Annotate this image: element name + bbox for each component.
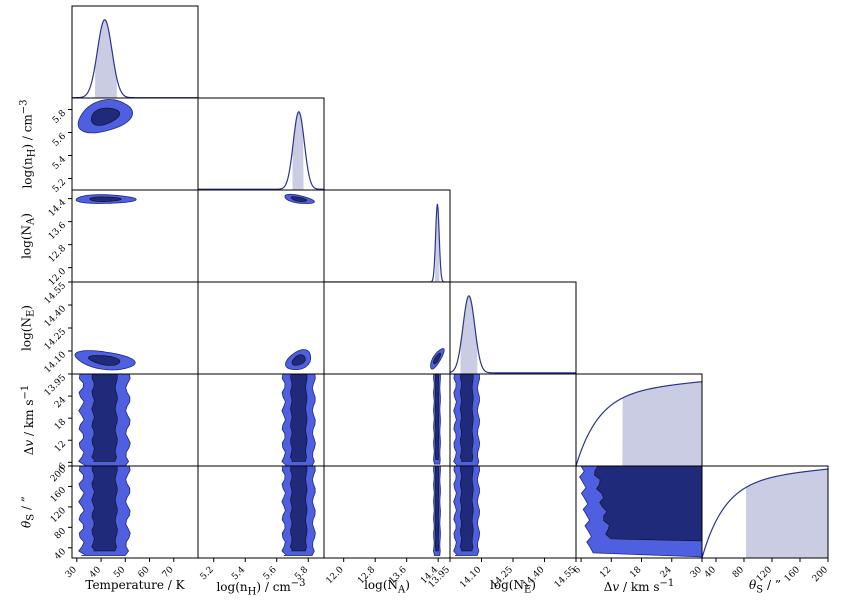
x-tick-label: 5.2 [199,565,216,582]
y-tick-label: 6 [57,461,68,472]
y-axis-label-dv: Δv / km s−1 [20,384,36,456]
joint-T-NA [75,194,137,204]
contour-inner [91,466,118,552]
diag-panel-T [72,19,198,98]
x-tick-label: 200 [811,565,830,584]
credible-interval-nH [292,111,304,190]
joint-NA-thetaS [433,466,441,556]
joint-T-NE [74,350,136,371]
joint-dv-thetaS [579,466,702,558]
joint-nH-NA [284,193,315,204]
x-axis-label-NA: log(NA) [364,578,410,596]
contour-inner [89,196,122,202]
x-tick-label: 40 [703,565,718,580]
y-tick-label: 40 [53,547,68,562]
y-tick-label: 5.2 [51,178,68,195]
x-tick-label: 80 [731,565,746,580]
joint-nH-NE [285,349,312,370]
joint-nH-dv [281,374,316,466]
x-tick-label: 160 [783,565,802,584]
y-axis-label-thetaS: θS / ” [19,496,37,528]
y-tick-label: 80 [53,526,68,541]
y-tick-label: 24 [53,395,68,410]
y-tick-label: 14.25 [43,327,68,352]
x-axis-label-NE: log(NE) [490,578,536,596]
diag-panel-NA [324,203,450,282]
corner-panels: 30 40 50 60 70 5.2 5.4 5.6 5.8 12.0 12.8 13.6 14.413… [43,5,830,590]
contour-inner [433,352,441,365]
x-tick-label: 30 [64,565,79,580]
y-tick-label: 12 [53,439,68,454]
posterior-line-thetaS [702,468,828,558]
posterior-line-NE [450,295,576,374]
x-tick-label: 12.0 [325,565,346,586]
contour-inner [459,374,474,462]
y-tick-label: 14.10 [43,350,68,375]
contour-inner [594,466,702,542]
panel-frame-NA [323,189,451,283]
credible-interval-dv [622,381,702,466]
contour-inner [88,355,121,366]
x-tick-label: 30 [689,565,704,580]
credible-interval-NE [460,295,478,374]
y-axis-label-nH: log(nH) / cm−3 [18,99,38,189]
contour-inner [459,466,474,552]
joint-NA-NE [430,348,445,370]
x-tick-label: 14.10 [458,565,483,590]
panel-frame-NA-dv [323,373,451,467]
x-tick-label: 6 [572,565,583,576]
joint-T-dv [78,374,131,466]
y-tick-label: 5.4 [51,154,68,171]
panel-frame-T-NA [71,189,199,283]
x-axis-label-T: Temperature / K [85,578,185,592]
joint-NE-dv [453,374,481,466]
contour-inner [290,374,308,462]
posterior-line-nH [198,111,324,190]
diag-panel-NE [450,295,576,374]
y-axis-label-NA: log(NA) [19,213,37,259]
y-tick-label: 18 [53,417,68,432]
y-tick-label: 12.8 [47,243,68,264]
contour-inner [91,107,120,126]
contour-inner [290,196,308,202]
y-tick-label: 5.6 [51,131,68,148]
joint-T-thetaS [78,466,131,556]
panel-frame-dv-thetaS [575,465,703,559]
joint-T-nH [77,99,134,134]
contour-inner [91,374,118,462]
x-axis-label-thetaS: θS / ” [749,578,781,596]
contour-inner [290,466,308,552]
y-tick-label: 160 [49,485,68,504]
y-axis-label-NE: log(NE) [19,305,37,351]
x-axis-label-nH: log(nH) / cm−3 [216,578,306,598]
contour-inner [291,354,306,366]
credible-interval-thetaS [746,469,828,558]
posterior-line-NA [324,203,450,282]
y-tick-label: 14.40 [43,304,68,329]
posterior-line-T [72,19,198,98]
joint-NE-thetaS [453,466,481,556]
panel-frame-NA-NE [323,281,451,375]
posterior-line-dv [576,381,702,466]
x-axis-label-dv: Δv / km s−1 [603,578,675,594]
y-tick-label: 120 [49,506,68,525]
y-tick-label: 13.95 [43,373,68,398]
y-tick-label: 5.8 [51,108,68,125]
diag-panel-dv [576,381,702,466]
diag-panel-thetaS [702,468,828,558]
diag-panel-nH [198,111,324,190]
panel-frame-NA-thetaS [323,465,451,559]
y-tick-label: 13.6 [47,220,68,241]
contour-inner [434,374,440,460]
joint-NA-dv [433,374,441,465]
y-tick-label: 14.4 [47,197,68,218]
contour-inner [434,466,440,552]
joint-nH-thetaS [281,466,316,556]
credible-interval-T [95,19,117,98]
